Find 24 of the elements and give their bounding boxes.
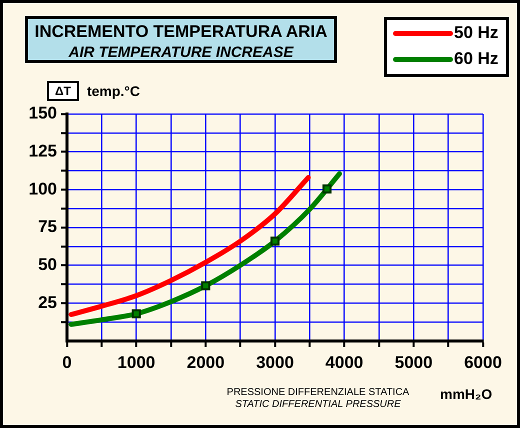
y-tick-label: 50 xyxy=(38,255,57,274)
y-tick-label: 125 xyxy=(28,142,57,161)
point xyxy=(270,236,280,246)
chart-title: INCREMENTO TEMPERATURA ARIA xyxy=(34,22,328,42)
x-axis-title: PRESSIONE DIFFERENZIALE STATICA STATIC DIFFERENTIAL PRESSURE xyxy=(226,387,410,411)
text: ΔT temp.°C xyxy=(55,83,140,99)
legend-label: 50 Hz xyxy=(454,23,498,43)
x-tick-label: 0 xyxy=(62,352,72,372)
point xyxy=(201,281,210,290)
y-tick-label: 100 xyxy=(28,179,57,198)
x-tick-label: 6000 xyxy=(464,352,502,372)
y-tick-label: 150 xyxy=(28,104,57,123)
legend-label: 60 Hz xyxy=(454,49,498,69)
text: mmH₂O xyxy=(440,386,492,402)
x-tick-label: 5000 xyxy=(394,352,433,372)
y-tick-label: 75 xyxy=(38,217,57,236)
x-tick-label: 4000 xyxy=(325,352,364,372)
x-tick-label: 1000 xyxy=(117,352,156,372)
x-tick-label: 3000 xyxy=(256,352,294,372)
x-tick-label: 2000 xyxy=(186,352,225,372)
chart-subtitle: AIR TEMPERATURE INCREASE xyxy=(68,44,295,61)
y-tick-label: 25 xyxy=(38,292,57,312)
point xyxy=(322,184,332,194)
point xyxy=(132,309,141,318)
